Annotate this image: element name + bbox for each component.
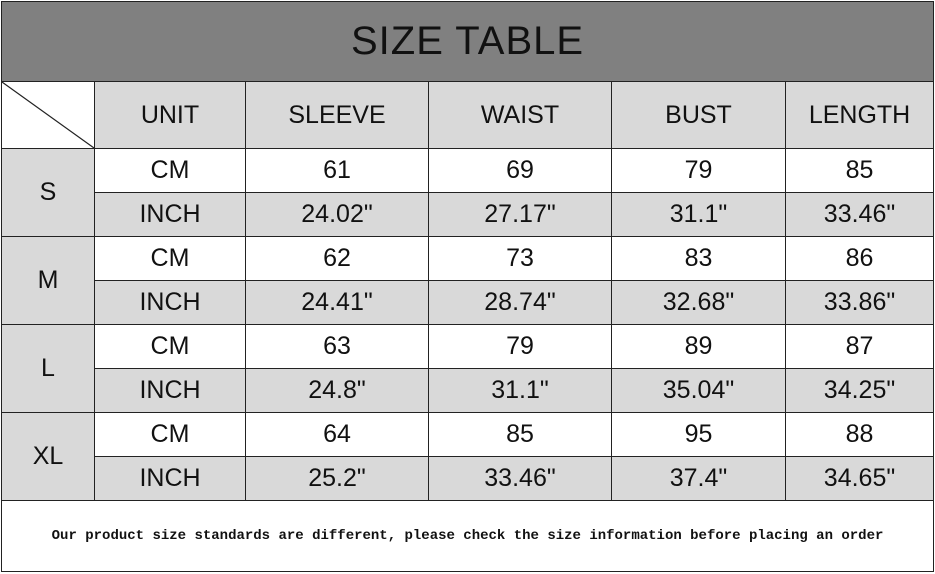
value-cell: 25.2" xyxy=(245,456,429,501)
value-cell: 87 xyxy=(784,324,935,369)
value-cell: 34.65" xyxy=(784,456,935,501)
table-row: INCH 24.02" 27.17" 31.1" 33.46" xyxy=(2,192,935,237)
table-title: SIZE TABLE xyxy=(0,1,935,82)
unit-cell: CM xyxy=(94,236,246,281)
value-cell: 89 xyxy=(611,324,786,369)
value-cell: 69 xyxy=(428,148,612,193)
value-cell: 88 xyxy=(784,412,935,457)
header-sleeve: SLEEVE xyxy=(245,81,429,149)
value-cell: 33.46" xyxy=(428,456,612,501)
unit-cell: INCH xyxy=(94,192,246,237)
value-cell: 35.04" xyxy=(611,368,786,413)
value-cell: 24.41" xyxy=(245,280,429,325)
value-cell: 85 xyxy=(784,148,935,193)
value-cell: 34.25" xyxy=(784,368,935,413)
value-cell: 86 xyxy=(784,236,935,281)
table-row: INCH 24.8" 31.1" 35.04" 34.25" xyxy=(2,368,935,413)
value-cell: 37.4" xyxy=(611,456,786,501)
value-cell: 33.86" xyxy=(784,280,935,325)
value-cell: 79 xyxy=(611,148,786,193)
value-cell: 62 xyxy=(245,236,429,281)
value-cell: 27.17" xyxy=(428,192,612,237)
value-cell: 24.8" xyxy=(245,368,429,413)
value-cell: 64 xyxy=(245,412,429,457)
value-cell: 31.1" xyxy=(428,368,612,413)
size-label: XL xyxy=(1,412,95,501)
value-cell: 33.46" xyxy=(784,192,935,237)
header-bust: BUST xyxy=(611,81,786,149)
value-cell: 83 xyxy=(611,236,786,281)
size-label: S xyxy=(1,148,95,237)
unit-cell: INCH xyxy=(94,368,246,413)
table-row: M CM 62 73 83 86 xyxy=(1,236,935,325)
diagonal-corner-cell xyxy=(1,81,95,149)
header-waist: WAIST xyxy=(428,81,612,149)
value-cell: 31.1" xyxy=(611,192,786,237)
value-cell: 95 xyxy=(611,412,786,457)
header-row: UNIT SLEEVE WAIST BUST LENGTH xyxy=(1,81,935,149)
value-cell: 73 xyxy=(428,236,612,281)
unit-cell: CM xyxy=(94,412,246,457)
unit-cell: CM xyxy=(94,148,246,193)
value-cell: 61 xyxy=(245,148,429,193)
value-cell: 63 xyxy=(245,324,429,369)
unit-cell: INCH xyxy=(94,456,246,501)
size-label: M xyxy=(1,236,95,325)
table-row: L CM 63 79 89 87 xyxy=(1,324,935,413)
value-cell: 79 xyxy=(428,324,612,369)
header-length: LENGTH xyxy=(784,81,935,149)
footer-note: Our product size standards are different… xyxy=(0,500,935,572)
table-row: INCH 24.41" 28.74" 32.68" 33.86" xyxy=(2,280,935,325)
header-unit: UNIT xyxy=(94,81,246,149)
value-cell: 32.68" xyxy=(611,280,786,325)
value-cell: 85 xyxy=(428,412,612,457)
value-cell: 24.02" xyxy=(245,192,429,237)
table-row: XL CM 64 85 95 88 xyxy=(1,412,935,501)
unit-cell: INCH xyxy=(94,280,246,325)
size-label: L xyxy=(1,324,95,413)
value-cell: 28.74" xyxy=(428,280,612,325)
table-row: S CM 61 69 79 85 xyxy=(1,148,935,237)
unit-cell: CM xyxy=(94,324,246,369)
table-row: INCH 25.2" 33.46" 37.4" 34.65" xyxy=(2,456,935,501)
